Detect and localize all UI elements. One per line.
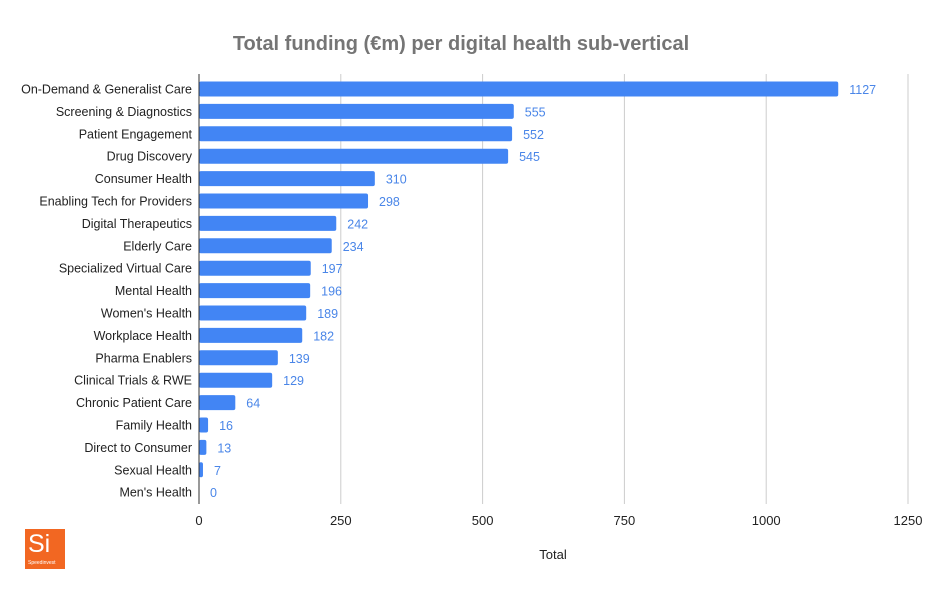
bar (199, 215, 337, 231)
bar (199, 350, 278, 366)
bar (199, 372, 273, 388)
data-label: 310 (386, 173, 407, 187)
category-label: Mental Health (115, 284, 192, 298)
bar (199, 327, 303, 343)
x-tick-label: 1250 (894, 513, 923, 528)
data-label: 242 (347, 217, 368, 231)
data-label: 545 (519, 150, 540, 164)
data-label: 552 (523, 128, 544, 142)
x-tick-label: 500 (472, 513, 494, 528)
category-label: Sexual Health (114, 463, 192, 477)
data-label: 7 (214, 464, 221, 478)
category-label: Women's Health (101, 307, 192, 321)
data-label: 13 (217, 441, 231, 455)
data-label: 0 (210, 486, 217, 500)
bar (199, 81, 839, 97)
x-axis-title: Total (539, 547, 567, 562)
data-label: 16 (219, 419, 233, 433)
logo-mark: Si (28, 530, 51, 558)
data-label: 129 (283, 374, 304, 388)
chart-title: Total funding (€m) per digital health su… (233, 33, 689, 55)
category-label: Family Health (116, 419, 192, 433)
data-label: 234 (343, 240, 364, 254)
category-label: Patient Engagement (79, 127, 193, 141)
category-label: Specialized Virtual Care (59, 262, 192, 276)
bar (199, 462, 203, 478)
bars (199, 81, 839, 478)
bar (199, 417, 209, 433)
data-label: 1127 (849, 83, 876, 97)
category-label: Chronic Patient Care (76, 396, 192, 410)
x-tick-label: 750 (614, 513, 636, 528)
bar (199, 260, 311, 276)
data-label: 298 (379, 195, 400, 209)
data-label: 182 (313, 329, 334, 343)
bar (199, 126, 513, 142)
category-label: Elderly Care (123, 239, 192, 253)
category-label: Digital Therapeutics (82, 217, 192, 231)
category-label: Consumer Health (95, 172, 192, 186)
data-label: 64 (246, 397, 260, 411)
data-label: 555 (525, 105, 546, 119)
category-labels: On-Demand & Generalist Care Screening & D… (21, 83, 193, 500)
category-label: Workplace Health (94, 329, 192, 343)
speedinvest-logo: Si Speedinvest (25, 529, 65, 569)
x-tick-label: 0 (195, 513, 202, 528)
category-label: Direct to Consumer (84, 441, 192, 455)
bar (199, 171, 375, 187)
bar (199, 305, 307, 321)
gridlines (340, 74, 909, 504)
x-tick-label: 250 (330, 513, 352, 528)
category-label: Drug Discovery (107, 150, 193, 164)
bar (199, 238, 332, 254)
data-label: 196 (321, 285, 342, 299)
data-label: 139 (289, 352, 310, 366)
x-tick-label: 1000 (752, 513, 781, 528)
bar (199, 395, 236, 411)
bar (199, 193, 369, 209)
category-label: On-Demand & Generalist Care (21, 83, 192, 97)
bar (199, 103, 514, 119)
data-label: 197 (322, 262, 343, 276)
bar (199, 148, 509, 164)
bar (199, 439, 207, 455)
data-label: 189 (317, 307, 338, 321)
x-axis-ticks: 0 250 500 750 1000 1250 (195, 513, 922, 528)
category-label: Enabling Tech for Providers (39, 195, 192, 209)
category-label: Men's Health (119, 486, 192, 500)
logo-wordmark: Speedinvest (28, 560, 56, 566)
bar (199, 283, 311, 299)
category-label: Screening & Diagnostics (56, 105, 192, 119)
category-label: Pharma Enablers (95, 351, 192, 365)
category-label: Clinical Trials & RWE (74, 374, 192, 388)
